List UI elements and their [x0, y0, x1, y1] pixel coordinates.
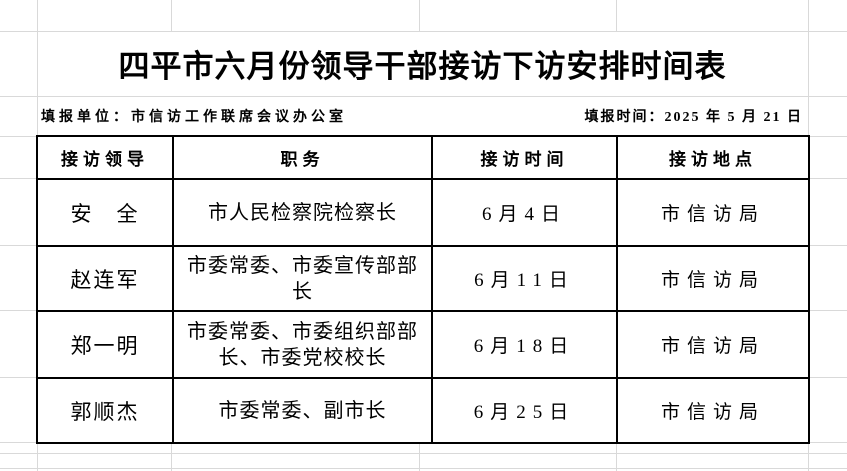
header-duty[interactable]: 职务	[172, 135, 433, 180]
title-cell[interactable]: 四平市六月份领导干部接访下访安排时间表	[37, 31, 808, 96]
cell-duty[interactable]: 市委常委、副市长	[172, 377, 433, 444]
gridline	[616, 442, 617, 471]
gridline	[419, 0, 420, 31]
table-row: 郑一明 市委常委、市委组织部部长、市委党校校长 6月18日 市信访局	[36, 310, 810, 379]
gridline	[0, 31, 847, 32]
cell-leader[interactable]: 赵连军	[36, 245, 174, 312]
gridline	[0, 96, 847, 97]
cell-time[interactable]: 6月4日	[431, 178, 618, 247]
header-time[interactable]: 接访时间	[431, 135, 618, 180]
cell-duty[interactable]: 市人民检察院检察长	[172, 178, 433, 247]
meta-row[interactable]: 填报单位：市信访工作联席会议办公室 填报时间：2025 年 5 月 21 日	[37, 96, 808, 136]
cell-location[interactable]: 市信访局	[616, 245, 810, 312]
gridline	[0, 468, 847, 469]
report-unit-label: 填报单位：市信访工作联席会议办公室	[41, 110, 347, 125]
header-row: 接访领导 职务 接访时间 接访地点	[36, 135, 810, 180]
header-leader[interactable]: 接访领导	[36, 135, 174, 180]
page-title: 四平市六月份领导干部接访下访安排时间表	[118, 49, 727, 84]
gridline	[0, 453, 847, 454]
gridline	[616, 0, 617, 31]
schedule-table: 接访领导 职务 接访时间 接访地点 安 全 市人民检察院检察长 6月4日 市信访…	[36, 135, 810, 444]
cell-location[interactable]: 市信访局	[616, 310, 810, 379]
cell-location[interactable]: 市信访局	[616, 377, 810, 444]
gridline	[171, 0, 172, 31]
cell-time[interactable]: 6月11日	[431, 245, 618, 312]
header-location[interactable]: 接访地点	[616, 135, 810, 180]
cell-leader[interactable]: 安 全	[36, 178, 174, 247]
cell-leader[interactable]: 郑一明	[36, 310, 174, 379]
cell-time[interactable]: 6月25日	[431, 377, 618, 444]
gridline	[171, 442, 172, 471]
table-row: 赵连军 市委常委、市委宣传部部长 6月11日 市信访局	[36, 245, 810, 312]
cell-duty[interactable]: 市委常委、市委组织部部长、市委党校校长	[172, 310, 433, 379]
report-time-label: 填报时间：2025 年 5 月 21 日	[584, 110, 803, 125]
gridline	[419, 442, 420, 471]
cell-location[interactable]: 市信访局	[616, 178, 810, 247]
cell-duty[interactable]: 市委常委、市委宣传部部长	[172, 245, 433, 312]
cell-time[interactable]: 6月18日	[431, 310, 618, 379]
table-row: 安 全 市人民检察院检察长 6月4日 市信访局	[36, 178, 810, 247]
cell-leader[interactable]: 郭顺杰	[36, 377, 174, 444]
table-row: 郭顺杰 市委常委、副市长 6月25日 市信访局	[36, 377, 810, 444]
